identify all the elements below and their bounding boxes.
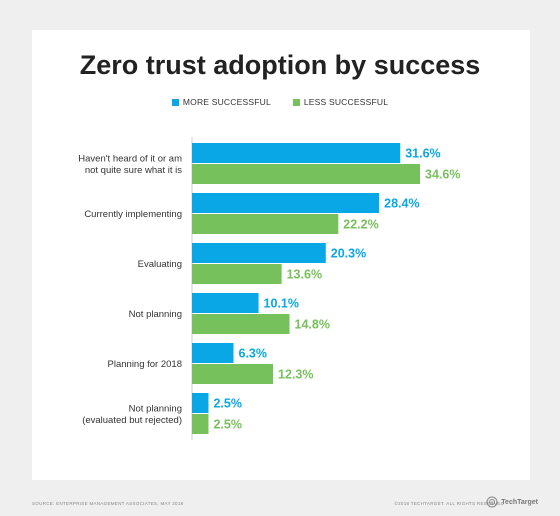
category-label-line: Planning for 2018 [108,359,182,370]
techtarget-logo-icon [486,496,498,508]
data-label-more-successful: 31.6% [405,147,440,161]
bar-more-successful [192,343,234,363]
bar-less-successful [192,214,339,234]
data-label-less-successful: 34.6% [425,168,460,182]
category-label-line: Not planning [129,403,182,414]
category-label: Not planning (evaluated but rejected) [82,403,182,426]
legend-label-more-successful: MORE SUCCESSFUL [182,97,271,107]
category-label-line: Evaluating [138,259,182,270]
bar-more-successful [192,143,401,163]
category-label: Evaluating [138,259,182,270]
data-label-less-successful: 14.8% [295,318,330,332]
bar-more-successful [192,293,259,313]
brand-name: TechTarget [501,498,538,506]
bar-less-successful [192,364,274,384]
legend-item-less-successful: LESS SUCCESSFUL [292,97,389,107]
data-label-less-successful: 12.3% [278,368,313,382]
legend-label-less-successful: LESS SUCCESSFUL [303,97,389,107]
category-label-line: Haven't heard of it or am [78,153,182,164]
category-label: Planning for 2018 [108,359,182,370]
category-label: Currently implementing [84,209,182,220]
legend-swatch-more-successful [171,98,179,106]
bar-less-successful [192,164,420,184]
bar-more-successful [192,243,326,263]
category-label: Haven't heard of it or am not quite sure … [78,153,182,176]
data-label-more-successful: 10.1% [264,297,299,311]
data-label-more-successful: 20.3% [331,247,366,261]
chart-title: Zero trust adoption by success [79,50,481,80]
bar-more-successful [192,393,209,413]
bar-less-successful [192,314,290,334]
legend-item-more-successful: MORE SUCCESSFUL [171,97,271,107]
category-label-line: not quite sure what it is [85,165,182,176]
category-label-line: Not planning [129,309,182,320]
data-label-more-successful: 28.4% [384,197,419,211]
category-label-line: Currently implementing [84,209,182,220]
bar-less-successful [192,264,282,284]
footer-source: SOURCE: ENTERPRISE MANAGEMENT ASSOCIATES… [32,501,184,506]
data-label-less-successful: 2.5% [213,418,242,432]
data-label-more-successful: 2.5% [213,397,242,411]
legend-swatch-less-successful [292,98,300,106]
data-label-more-successful: 6.3% [239,347,268,361]
category-label-line: (evaluated but rejected) [82,415,182,426]
data-label-less-successful: 22.2% [343,218,378,232]
footer-rights: ©2018 TECHTARGET. ALL RIGHTS RESERVED [394,501,504,506]
legend: MORE SUCCESSFUL LESS SUCCESSFUL [0,97,560,107]
bar-less-successful [192,414,209,434]
brand-logo: TechTarget [486,496,538,508]
data-label-less-successful: 13.6% [287,268,322,282]
category-label: Not planning [129,309,182,320]
bar-more-successful [192,193,380,213]
